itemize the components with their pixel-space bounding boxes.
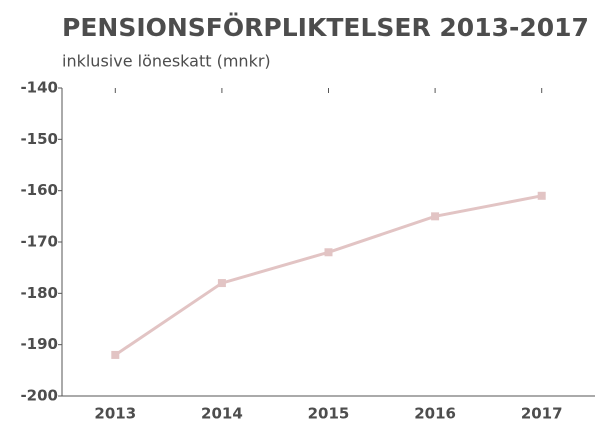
y-tick-label: -190 [20,335,58,353]
x-tick-label: 2017 [521,405,563,422]
marker [324,248,333,257]
marker [111,350,120,359]
x-tick-label: 2015 [308,405,350,422]
y-tick-label: -200 [20,387,58,405]
marker [217,279,226,288]
y-tick-label: -170 [20,233,58,251]
y-tick-label: -140 [20,79,58,97]
x-tick-label: 2014 [201,405,243,422]
marker [431,212,440,221]
y-tick-label: -180 [20,284,58,302]
line [114,194,542,357]
y-tick-label: -160 [20,181,58,199]
x-tick-label: 2013 [94,405,136,422]
y-tick-label: -150 [20,130,58,148]
x-tick-label: 2016 [414,405,456,422]
chart-title: PENSIONSFÖRPLIKTELSER 2013-2017 [62,12,589,42]
chart-subtitle: inklusive löneskatt (mnkr) [62,52,271,71]
marker [537,191,546,200]
